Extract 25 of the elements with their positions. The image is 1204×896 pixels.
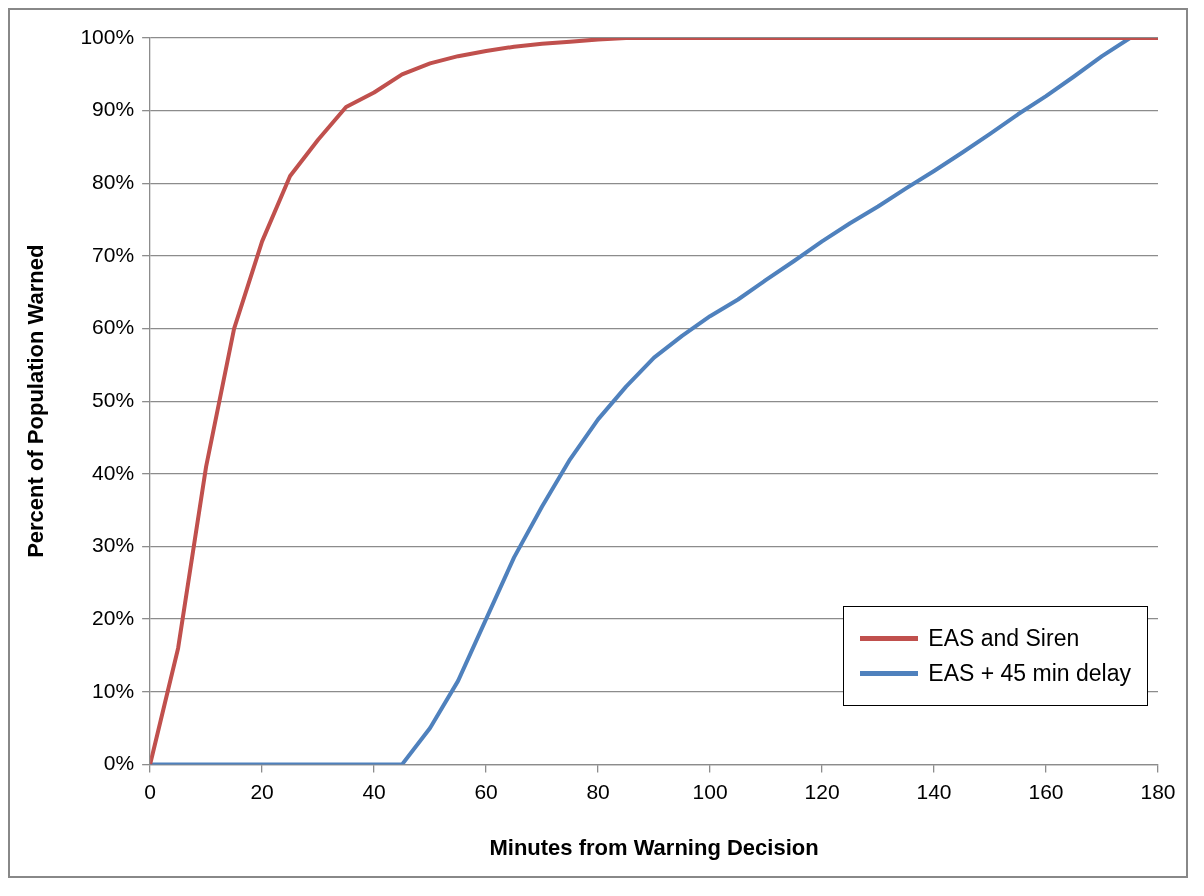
- x-tick-label: 180: [1140, 779, 1176, 803]
- x-axis-title: Minutes from Warning Decision: [489, 834, 819, 860]
- x-tick-label: 100: [692, 779, 728, 803]
- y-tick-label: 90%: [92, 97, 135, 121]
- y-axis-title: Percent of Population Warned: [23, 244, 49, 558]
- y-tick-label: 0%: [103, 751, 135, 775]
- y-tick-label: 50%: [92, 388, 135, 411]
- x-tick-label: 60: [474, 779, 498, 803]
- y-tick-label: 100%: [80, 24, 135, 48]
- legend-label: EAS and Siren: [928, 625, 1080, 652]
- x-tick-label: 20: [250, 779, 274, 803]
- legend-label: EAS + 45 min delay: [928, 660, 1131, 687]
- x-tick-label: 0: [144, 779, 156, 803]
- x-tick-label: 140: [916, 779, 952, 803]
- y-tick-label: 30%: [92, 533, 135, 557]
- x-tick-label: 40: [362, 779, 386, 803]
- y-tick-label: 70%: [92, 242, 135, 266]
- x-tick-label: 160: [1028, 779, 1064, 803]
- y-tick-label: 40%: [92, 460, 135, 484]
- x-tick-label: 120: [804, 779, 840, 803]
- y-tick-label: 60%: [92, 315, 135, 339]
- y-tick-label: 80%: [92, 170, 135, 194]
- x-tick-label: 80: [586, 779, 610, 803]
- y-tick-label: 20%: [92, 605, 135, 629]
- y-tick-label: 10%: [92, 678, 135, 702]
